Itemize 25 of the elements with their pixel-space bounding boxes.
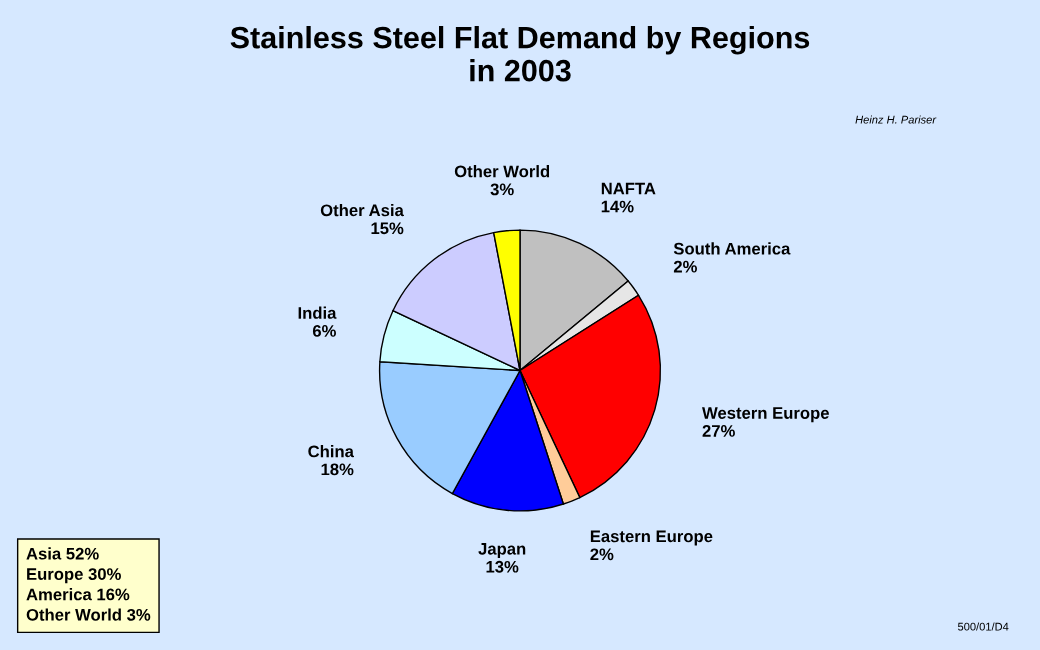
data-label: 27% (702, 425, 735, 437)
text: America 16% (26, 588, 130, 601)
data-label: 13% (486, 560, 519, 573)
text: Asia 52% (26, 547, 99, 560)
slice-label: Other World (454, 165, 550, 178)
slice-label: NAFTA (601, 182, 656, 195)
text: 500/01/D4 (957, 622, 1009, 631)
slice-label: South America (673, 242, 791, 255)
data-label: 2% (590, 548, 614, 561)
slice-label: Japan (478, 543, 526, 558)
chart-title: Stainless Steel Flat Demand by Regions in 2003 (230, 26, 810, 82)
slice-label: China (308, 445, 355, 458)
text: Other World 3% (26, 608, 151, 621)
slice-label: Western Europe (702, 407, 829, 423)
slice-label: India (298, 306, 337, 319)
slice-label: Other Asia (320, 203, 404, 217)
data-label: 6% (312, 325, 336, 337)
data-label: 15% (371, 222, 404, 235)
data-label: 2% (673, 260, 697, 273)
data-label: 3% (490, 183, 514, 196)
text: Heinz H. Pariser (855, 115, 937, 124)
text: Europe 30% (27, 568, 121, 584)
data-label: 14% (601, 200, 634, 213)
data-label: 18% (321, 463, 354, 476)
slice-label: Eastern Europe (590, 530, 713, 546)
